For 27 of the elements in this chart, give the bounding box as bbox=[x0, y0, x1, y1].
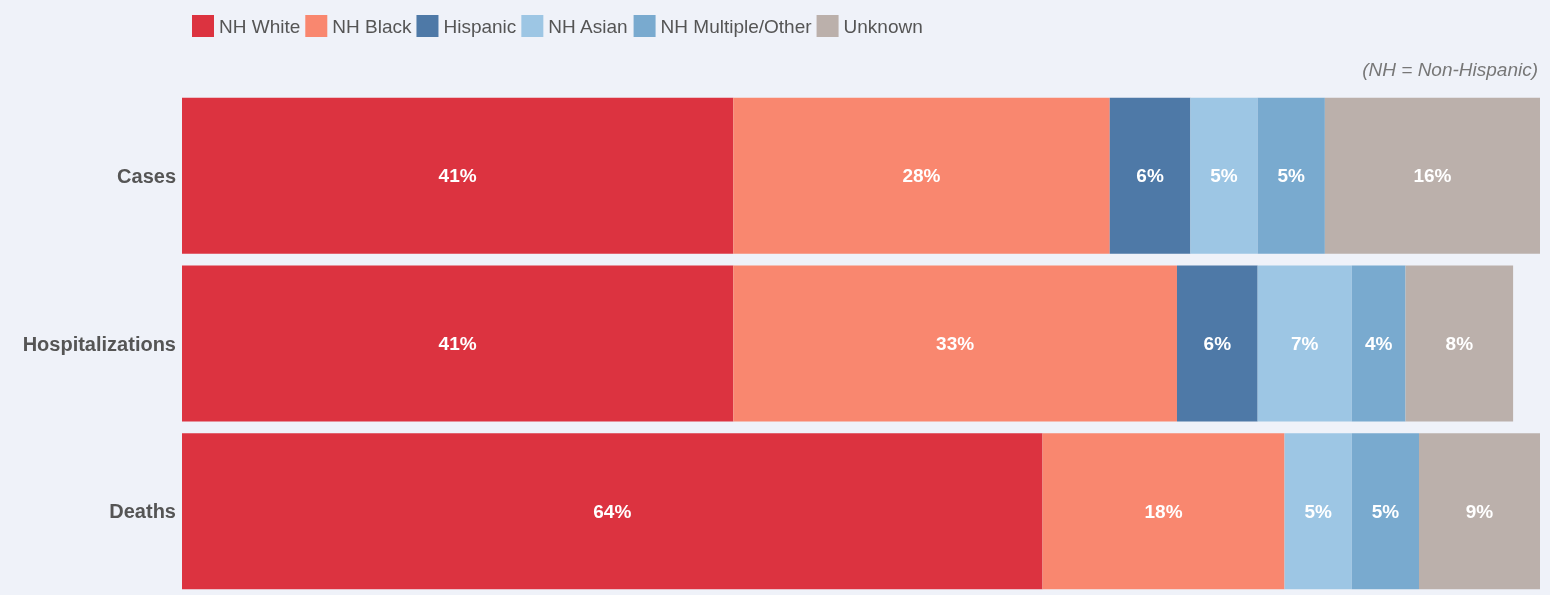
data-label: 18% bbox=[1144, 500, 1183, 522]
legend-label: NH Multiple/Other bbox=[660, 15, 813, 37]
data-label: 4% bbox=[1364, 333, 1393, 354]
legend-label: Unknown bbox=[843, 15, 923, 37]
legend-label: Hispanic bbox=[443, 15, 517, 37]
data-label: 64% bbox=[593, 500, 632, 522]
data-label: 16% bbox=[1413, 165, 1452, 187]
data-label: 28% bbox=[902, 165, 941, 187]
y-tick-label: Deaths bbox=[109, 500, 176, 523]
data-label: 5% bbox=[1371, 500, 1400, 522]
legend-label: NH Asian bbox=[548, 15, 628, 37]
data-label: 5% bbox=[1210, 165, 1238, 187]
data-label: 5% bbox=[1277, 165, 1306, 187]
data-label: 41% bbox=[438, 333, 477, 354]
legend-label: NH Black bbox=[332, 15, 412, 37]
data-label: 9% bbox=[1465, 500, 1494, 522]
data-label: 7% bbox=[1290, 333, 1319, 354]
data-label: 6% bbox=[1203, 333, 1232, 354]
data-label: 8% bbox=[1445, 333, 1474, 354]
y-tick-label: Cases bbox=[117, 164, 176, 187]
data-label: 41% bbox=[438, 165, 477, 187]
data-label: 6% bbox=[1136, 165, 1164, 187]
data-label: 5% bbox=[1304, 500, 1332, 522]
y-tick-label: Hospitalizations bbox=[22, 332, 176, 355]
legend-label: NH White bbox=[219, 15, 301, 37]
data-label: 33% bbox=[936, 333, 975, 354]
text: (NH = Non-Hispanic) bbox=[1362, 59, 1538, 80]
